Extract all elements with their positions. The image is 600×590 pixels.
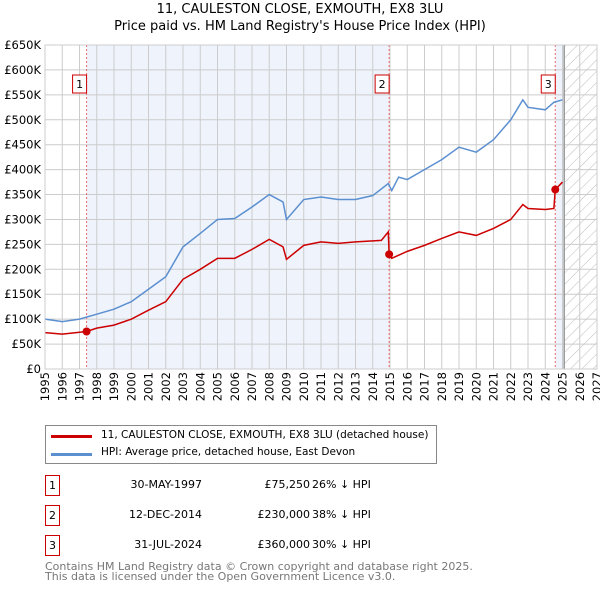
ownership-shade-3	[555, 45, 565, 369]
sale-date: 12-DEC-2014	[128, 508, 202, 521]
sale-marker-label: 2	[45, 505, 60, 526]
x-tick-label: 2003	[176, 372, 190, 401]
legend-label-hpi: HPI: Average price, detached house, East…	[101, 446, 356, 458]
x-tick-label: 2018	[435, 372, 449, 401]
legend: 11, CAULESTON CLOSE, EXMOUTH, EX8 3LU (d…	[45, 425, 437, 464]
x-tick-label: 2002	[159, 372, 173, 401]
x-tick-label: 1996	[55, 372, 69, 401]
x-tick-label: 2019	[452, 372, 466, 401]
chart-subtitle: Price paid vs. HM Land Registry's House …	[114, 19, 486, 34]
x-tick-label: 2010	[297, 372, 311, 401]
y-tick-label: £500K	[4, 113, 41, 127]
y-tick-label: £100K	[4, 312, 41, 326]
x-tick-label: 2006	[228, 372, 242, 401]
sale-label-box	[374, 74, 390, 94]
y-tick-label: £250K	[4, 237, 41, 251]
x-tick-label: 2015	[383, 372, 397, 401]
footer-line2: This data is licensed under the Open Gov…	[45, 570, 396, 583]
property-price-line	[44, 181, 564, 335]
x-tick-label: 2001	[142, 372, 156, 401]
x-tick-label: 2017	[418, 372, 432, 401]
sale-date: 30-MAY-1997	[130, 478, 202, 491]
x-tick-label: 2005	[211, 372, 225, 401]
y-tick-label: £350K	[4, 188, 41, 202]
y-tick-label: £0	[26, 362, 41, 376]
sale-row: 2 12-DEC-2014 £230,000 38% ↓ HPI	[45, 505, 445, 526]
plot-area: 1995 1996 1997 1998 1999 2000 2001 2002 2003 2004…	[4, 38, 600, 401]
sale-point	[551, 185, 560, 194]
sale-label: 2	[379, 78, 386, 91]
sale-label-box	[72, 74, 88, 94]
chart-title: 11, CAULESTON CLOSE, EXMOUTH, EX8 3LU	[156, 2, 444, 17]
x-tick-label: 2007	[245, 372, 259, 401]
x-tick-label: 2021	[487, 372, 501, 401]
x-tick-label: 2022	[504, 372, 518, 401]
x-tick-label: 2011	[314, 372, 328, 401]
y-tick-label: £400K	[4, 163, 41, 177]
x-tick-label: 2014	[366, 372, 380, 401]
sale-marker-label: 3	[45, 535, 60, 556]
legend-label-property: 11, CAULESTON CLOSE, EXMOUTH, EX8 3LU (d…	[101, 429, 429, 441]
plot-border	[44, 44, 598, 370]
sale-point	[82, 327, 91, 336]
sale-price: £230,000	[257, 508, 311, 521]
x-tick-label: 2009	[280, 372, 294, 401]
x-tick-label: 2020	[469, 372, 483, 401]
x-tick-label: 1999	[107, 372, 121, 401]
sale-hpi-diff: 38% ↓ HPI	[312, 508, 371, 521]
y-tick-label: £550K	[4, 88, 41, 102]
ownership-shade-1	[86, 45, 390, 369]
x-tick-label: 2008	[262, 372, 276, 401]
legend-swatch-property	[51, 435, 92, 438]
sale-point	[385, 250, 394, 259]
x-tick-label: 2004	[193, 372, 207, 401]
x-tick-label: 2016	[400, 372, 414, 401]
sale-label: 3	[545, 78, 552, 91]
sale-row: 1 30-MAY-1997 £75,250 26% ↓ HPI	[45, 475, 445, 496]
sale-date: 31-JUL-2024	[134, 538, 202, 551]
x-tick-label: 2027	[590, 372, 600, 401]
x-tick-label: 1995	[38, 372, 52, 401]
sale-hpi-diff: 30% ↓ HPI	[312, 538, 371, 551]
legend-swatch-hpi	[51, 453, 92, 456]
sale-row: 3 31-JUL-2024 £360,000 30% ↓ HPI	[45, 535, 445, 556]
y-tick-label: £600K	[4, 63, 41, 77]
y-tick-label: £200K	[4, 262, 41, 276]
y-tick-label: £650K	[4, 38, 41, 52]
x-tick-label: 2024	[538, 372, 552, 401]
y-tick-label: £50K	[12, 337, 42, 351]
x-tick-label: 2013	[349, 372, 363, 401]
y-tick-label: £300K	[4, 212, 41, 226]
x-tick-label: 2026	[573, 372, 587, 401]
x-tick-label: 2023	[521, 372, 535, 401]
forecast-hatch	[564, 45, 597, 369]
sale-label: 1	[76, 78, 83, 91]
x-tick-label: 1997	[73, 372, 87, 401]
sale-marker-label: 1	[45, 475, 60, 496]
x-tick-label: 2025	[556, 372, 570, 401]
y-tick-label: £450K	[4, 138, 41, 152]
x-tick-label: 1998	[90, 372, 104, 401]
sale-hpi-diff: 26% ↓ HPI	[312, 478, 371, 491]
x-tick-label: 2000	[124, 372, 138, 401]
footer-line1: Contains HM Land Registry data © Crown c…	[45, 560, 473, 573]
sale-price: £360,000	[257, 538, 311, 551]
y-tick-label: £150K	[4, 287, 41, 301]
sale-price: £75,250	[264, 478, 311, 491]
x-tick-label: 2012	[331, 372, 345, 401]
hpi-line	[44, 98, 563, 323]
sale-label-box	[540, 74, 556, 94]
